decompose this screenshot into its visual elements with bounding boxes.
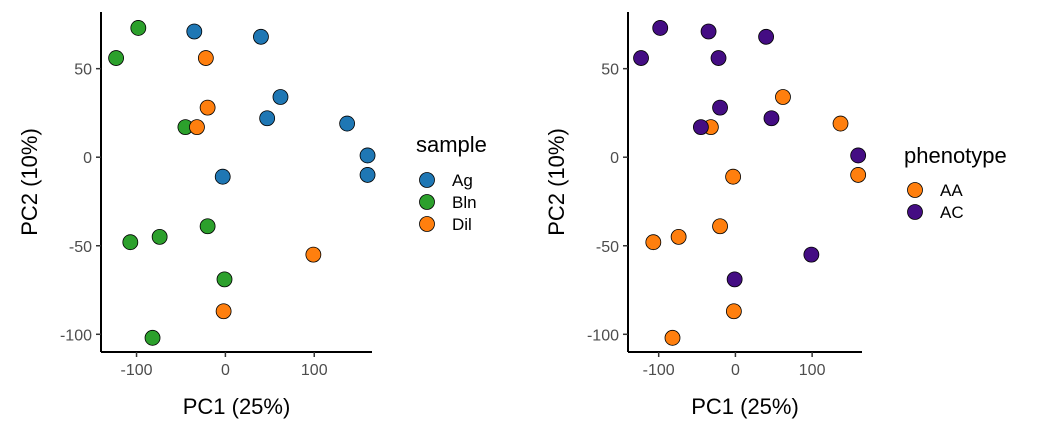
legend: phenotype AA AC	[904, 143, 1007, 222]
data-point	[305, 246, 322, 263]
series-aa	[645, 89, 867, 346]
legend-label: AC	[940, 203, 964, 222]
data-point	[199, 99, 216, 116]
x-axis-title: PC1 (25%)	[691, 394, 799, 419]
data-point	[832, 115, 849, 132]
data-point	[259, 110, 276, 127]
data-point	[803, 246, 820, 263]
data-point	[215, 303, 232, 320]
legend-key	[419, 194, 435, 210]
data-point	[359, 167, 376, 183]
data-point	[763, 110, 780, 127]
series-dil	[189, 50, 322, 320]
legend-key	[907, 182, 923, 198]
data-point	[189, 119, 205, 136]
data-point	[633, 50, 649, 66]
x-axis-title: PC1 (25%)	[183, 394, 291, 419]
legend-title: sample	[416, 132, 487, 157]
x-tick-label: -100	[121, 362, 153, 379]
data-point	[758, 28, 774, 45]
legend-label: Ag	[452, 171, 473, 190]
series-ac	[633, 20, 867, 288]
data-point	[339, 115, 356, 132]
data-point	[108, 50, 125, 66]
data-point	[151, 228, 168, 245]
x-tick-label: 100	[301, 362, 328, 379]
y-tick-label: -100	[60, 327, 92, 344]
y-tick-label: -50	[69, 239, 92, 256]
x-tick-label: 0	[221, 362, 230, 379]
y-tick-label: 0	[83, 150, 92, 167]
data-point	[214, 168, 231, 185]
y-tick-label: 0	[610, 150, 619, 167]
data-point	[130, 20, 147, 36]
data-point	[700, 23, 717, 40]
y-tick-label: -50	[596, 239, 619, 256]
x-tick-label: -100	[643, 362, 675, 379]
series-bln	[108, 20, 233, 346]
data-point	[725, 303, 742, 320]
legend-label: Bln	[452, 193, 477, 212]
data-point	[725, 168, 742, 185]
legend: sample Ag Bln Dil	[416, 132, 487, 234]
legend-title: phenotype	[904, 143, 1007, 168]
data-point	[197, 50, 214, 66]
x-tick-label: 100	[799, 362, 826, 379]
y-axis-title: PC2 (10%)	[17, 128, 42, 236]
legend-key	[907, 204, 923, 220]
panel-2: -100 0 100 -100 -50 0 50 PC1 (25%) PC2 (10%) phen…	[544, 12, 1007, 419]
y-tick-label: 50	[74, 62, 92, 79]
data-point	[670, 228, 687, 245]
data-point	[664, 329, 681, 346]
legend-key	[419, 216, 435, 232]
data-point	[652, 20, 669, 36]
data-point	[726, 271, 743, 288]
data-point	[775, 89, 791, 105]
data-point	[186, 23, 203, 40]
data-point	[272, 89, 289, 105]
legend-key	[419, 172, 435, 188]
data-point	[645, 234, 662, 251]
data-point	[122, 234, 139, 251]
data-point	[692, 119, 709, 136]
data-point	[216, 271, 233, 288]
legend-label: Dil	[452, 215, 472, 234]
data-point	[850, 167, 867, 183]
y-tick-label: 50	[601, 62, 619, 79]
data-point	[712, 218, 728, 235]
data-point	[712, 99, 728, 116]
data-point	[199, 218, 216, 235]
data-point	[144, 329, 161, 346]
x-tick-label: 0	[731, 362, 740, 379]
y-tick-label: -100	[587, 327, 619, 344]
data-point	[359, 147, 376, 164]
series-ag	[186, 23, 376, 185]
panel-1: -100 0 100 -100 -50 0 50 PC1 (25%) PC2 (10%) samp…	[17, 12, 487, 419]
data-point	[710, 50, 727, 66]
legend-label: AA	[940, 181, 963, 200]
data-point	[850, 147, 867, 164]
y-axis-title: PC2 (10%)	[544, 128, 569, 236]
data-point	[253, 28, 269, 45]
